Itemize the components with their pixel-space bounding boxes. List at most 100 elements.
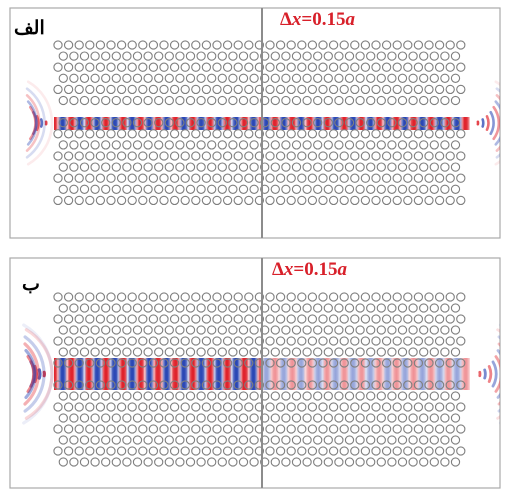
lattice-hole: [371, 446, 381, 456]
lattice-hole: [238, 162, 249, 172]
lattice-hole: [74, 173, 84, 183]
lattice-hole: [456, 62, 466, 72]
lattice-hole: [85, 292, 95, 302]
lattice-hole: [143, 347, 153, 357]
lattice-hole: [328, 446, 339, 456]
panel-b-shift-label: Δx=0.15a: [272, 259, 348, 280]
lattice-hole: [217, 457, 227, 467]
lattice-hole: [74, 358, 84, 368]
lattice-hole: [180, 84, 190, 95]
lattice-hole: [212, 62, 222, 72]
lattice-hole: [138, 424, 148, 434]
lattice-hole: [419, 162, 429, 172]
lattice-hole: [143, 435, 153, 445]
lattice-hole: [196, 184, 206, 194]
lattice-hole: [212, 380, 222, 390]
lattice-hole: [185, 162, 196, 172]
lattice-hole: [148, 40, 159, 50]
lattice-hole: [201, 402, 212, 412]
lattice-hole: [440, 162, 450, 172]
lattice-hole: [228, 413, 238, 423]
lattice-hole: [450, 73, 461, 83]
lattice-hole: [79, 95, 90, 106]
lattice-hole: [376, 457, 386, 467]
lattice-hole: [143, 51, 153, 61]
lattice-hole: [138, 314, 148, 324]
lattice-hole: [244, 129, 254, 139]
lattice-hole: [228, 95, 238, 106]
lattice-hole: [132, 118, 143, 128]
lattice-hole: [323, 347, 333, 357]
lattice-hole: [180, 151, 190, 161]
emission-wavefront: [491, 360, 498, 388]
lattice-hole: [249, 347, 259, 357]
lattice-hole: [344, 347, 355, 357]
lattice-hole: [101, 184, 111, 194]
lattice-hole: [148, 151, 159, 161]
lattice-hole: [127, 129, 137, 139]
lattice-hole: [127, 84, 137, 95]
lattice-hole: [392, 446, 402, 456]
lattice-hole: [53, 173, 63, 183]
lattice-hole: [376, 413, 386, 423]
lattice-hole: [381, 424, 392, 434]
lattice-hole: [350, 40, 360, 50]
lattice-hole: [169, 40, 180, 50]
lattice-hole: [175, 184, 185, 194]
lattice-hole: [207, 347, 217, 357]
lattice-hole: [212, 129, 222, 139]
lattice-hole: [85, 40, 95, 50]
lattice-hole: [238, 184, 249, 194]
lattice-hole: [154, 391, 164, 401]
lattice-hole: [366, 73, 376, 83]
lattice-hole: [450, 51, 461, 61]
lattice-hole: [212, 358, 222, 368]
lattice-hole: [318, 424, 328, 434]
lattice-hole: [233, 40, 243, 50]
lattice-hole: [244, 446, 254, 456]
lattice-hole: [101, 391, 111, 401]
lattice-hole: [116, 84, 127, 95]
lattice-hole: [122, 184, 132, 194]
lattice-hole: [456, 151, 466, 161]
lattice-hole: [249, 457, 259, 467]
lattice-hole: [328, 314, 339, 324]
lattice-hole: [53, 62, 63, 72]
lattice-hole: [74, 151, 84, 161]
lattice-hole: [265, 62, 275, 72]
lattice-hole: [419, 95, 429, 106]
lattice-hole: [196, 413, 206, 423]
lattice-hole: [265, 358, 275, 368]
lattice-hole: [419, 457, 429, 467]
lattice-hole: [302, 51, 312, 61]
lattice-hole: [85, 173, 95, 183]
lattice-hole: [201, 358, 212, 368]
lattice-hole: [217, 325, 227, 335]
lattice-hole: [191, 446, 201, 456]
lattice-hole: [233, 62, 243, 72]
lattice-hole: [164, 184, 174, 194]
lattice-hole: [291, 118, 302, 128]
lattice-hole: [148, 292, 159, 302]
lattice-hole: [106, 314, 116, 324]
lattice-hole: [207, 325, 217, 335]
lattice-hole: [116, 151, 127, 161]
lattice-hole: [413, 173, 424, 183]
lattice-hole: [90, 118, 100, 128]
lattice-hole: [366, 413, 376, 423]
lattice-hole: [291, 325, 302, 335]
lattice-hole: [350, 151, 360, 161]
lattice-hole: [143, 325, 153, 335]
lattice-hole: [111, 140, 121, 150]
lattice-hole: [185, 413, 196, 423]
lattice-hole: [74, 40, 84, 50]
lattice-hole: [270, 303, 280, 313]
lattice-hole: [169, 446, 180, 456]
lattice-hole: [222, 424, 233, 434]
lattice-hole: [339, 84, 349, 95]
lattice-hole: [58, 73, 68, 83]
lattice-hole: [127, 402, 137, 412]
lattice-hole: [445, 62, 455, 72]
lattice-hole: [366, 303, 376, 313]
lattice-hole: [270, 435, 280, 445]
